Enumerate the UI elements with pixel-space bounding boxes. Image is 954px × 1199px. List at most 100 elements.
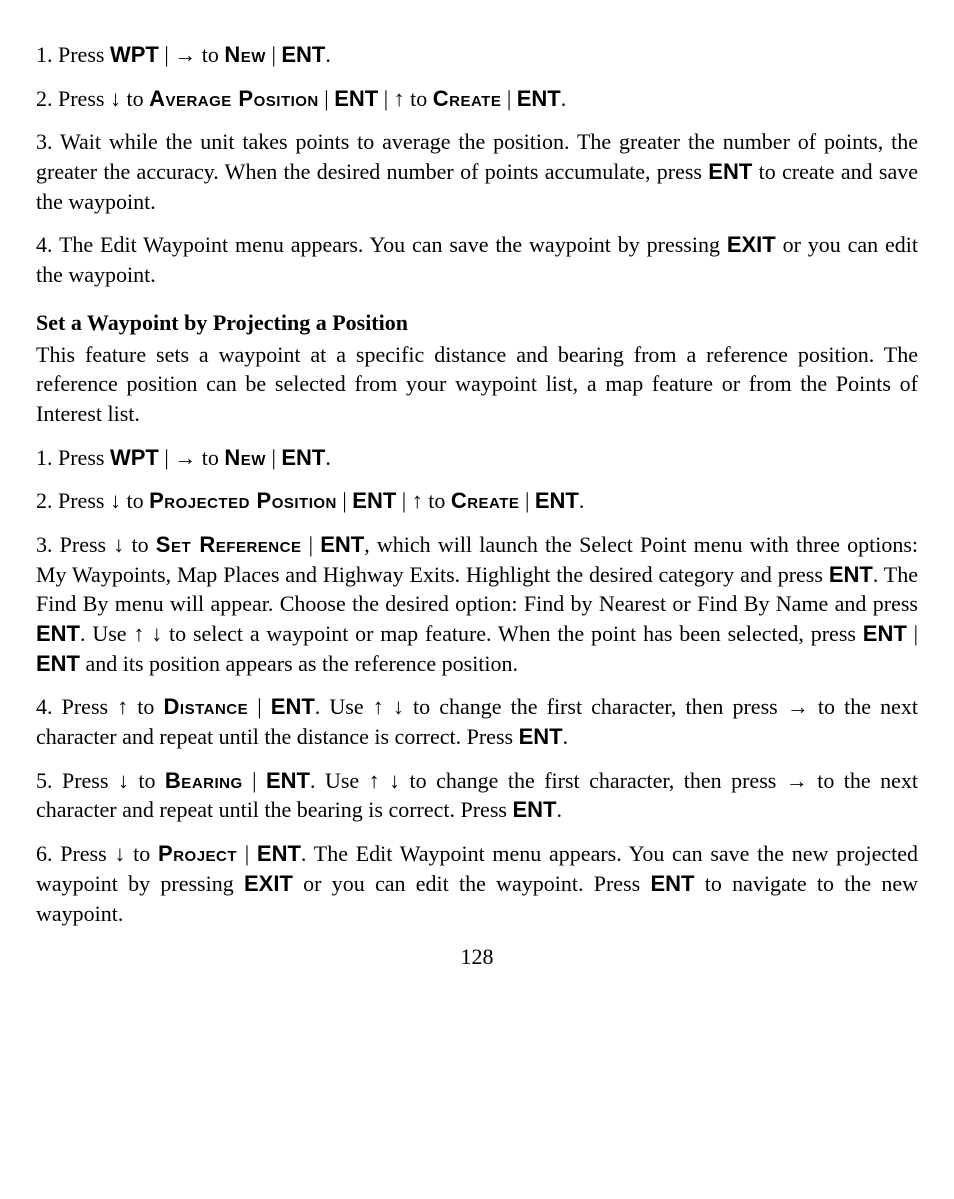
text: Press xyxy=(62,694,118,719)
arrow-up-icon: ↑ xyxy=(373,692,384,722)
key-ent: ENT xyxy=(320,532,364,557)
step-number: 6. xyxy=(36,841,60,866)
key-ent: ENT xyxy=(334,86,378,111)
section-intro: This feature sets a waypoint at a specif… xyxy=(36,340,918,429)
step-number: 2. xyxy=(36,488,58,513)
text: Press xyxy=(58,445,110,470)
arrow-down-icon: ↓ xyxy=(110,486,121,516)
text: to xyxy=(121,488,149,513)
text: to xyxy=(423,488,451,513)
key-exit: EXIT xyxy=(244,871,293,896)
menu-new: New xyxy=(224,445,266,470)
arrow-up-icon: ↑ xyxy=(117,692,128,722)
text: Press xyxy=(60,841,114,866)
pipe: | xyxy=(243,768,266,793)
text: . xyxy=(556,797,562,822)
proj-step-2: 2. Press ↓ to Projected Position | ENT |… xyxy=(36,486,918,516)
arrow-down-icon: ↓ xyxy=(110,84,121,114)
pipe: | xyxy=(907,621,918,646)
avg-step-4: 4. The Edit Waypoint menu appears. You c… xyxy=(36,230,918,289)
text: Press xyxy=(58,42,110,67)
menu-distance: Distance xyxy=(164,694,249,719)
arrow-right-icon: → xyxy=(174,443,196,473)
arrow-right-icon: → xyxy=(787,692,809,722)
section-heading: Set a Waypoint by Projecting a Position xyxy=(36,308,918,338)
key-ent: ENT xyxy=(257,841,301,866)
key-ent: ENT xyxy=(863,621,907,646)
proj-step-3: 3. Press ↓ to Set Reference | ENT, which… xyxy=(36,530,918,678)
pipe: | xyxy=(159,445,174,470)
key-ent: ENT xyxy=(650,871,694,896)
step-number: 3. xyxy=(36,129,60,154)
text: . xyxy=(563,724,569,749)
text: to select a waypoint or map feature. Whe… xyxy=(162,621,863,646)
menu-create: Create xyxy=(433,86,502,111)
key-ent: ENT xyxy=(36,621,80,646)
pipe: | xyxy=(378,86,393,111)
pipe: | xyxy=(237,841,257,866)
avg-step-3: 3. Wait while the unit takes points to a… xyxy=(36,127,918,216)
pipe: | xyxy=(301,532,320,557)
step-number: 2. xyxy=(36,86,58,111)
pipe: | xyxy=(266,445,281,470)
key-exit: EXIT xyxy=(727,232,776,257)
key-ent: ENT xyxy=(271,694,315,719)
key-ent: ENT xyxy=(517,86,561,111)
key-ent: ENT xyxy=(266,768,310,793)
key-ent: ENT xyxy=(512,797,556,822)
menu-projected-position: Projected Position xyxy=(149,488,337,513)
step-number: 5. xyxy=(36,768,62,793)
arrow-up-icon: ↑ xyxy=(369,766,380,796)
text: . Use xyxy=(315,694,373,719)
pipe: | xyxy=(319,86,334,111)
arrow-down-icon: ↓ xyxy=(118,766,129,796)
step-number: 1. xyxy=(36,42,58,67)
text: and its position appears as the referenc… xyxy=(80,651,518,676)
arrow-down-icon: ↓ xyxy=(113,530,124,560)
pipe: | xyxy=(266,42,281,67)
key-ent: ENT xyxy=(36,651,80,676)
avg-step-2: 2. Press ↓ to Average Position | ENT | ↑… xyxy=(36,84,918,114)
text: or you can edit the waypoint. Press xyxy=(293,871,651,896)
proj-step-4: 4. Press ↑ to Distance | ENT. Use ↑ ↓ to… xyxy=(36,692,918,751)
key-ent: ENT xyxy=(535,488,579,513)
arrow-up-icon: ↑ xyxy=(394,84,405,114)
menu-project: Project xyxy=(158,841,237,866)
menu-new: New xyxy=(224,42,266,67)
pipe: | xyxy=(501,86,516,111)
arrow-down-icon: ↓ xyxy=(151,619,162,649)
text: Press xyxy=(62,768,118,793)
text: to change the first character, then pres… xyxy=(400,768,786,793)
page-number: 128 xyxy=(36,942,918,972)
step-number: 4. xyxy=(36,232,59,257)
avg-step-1: 1. Press WPT | → to New | ENT. xyxy=(36,40,918,70)
key-wpt: WPT xyxy=(110,42,159,67)
text: Press xyxy=(60,532,114,557)
text: . Use xyxy=(80,621,133,646)
arrow-up-icon: ↑ xyxy=(133,619,144,649)
text: . xyxy=(325,445,331,470)
pipe: | xyxy=(337,488,352,513)
text: to xyxy=(121,86,149,111)
text: The Edit Waypoint menu appears. You can … xyxy=(59,232,727,257)
pipe: | xyxy=(519,488,534,513)
step-number: 4. xyxy=(36,694,62,719)
pipe: | xyxy=(396,488,411,513)
key-ent: ENT xyxy=(519,724,563,749)
arrow-right-icon: → xyxy=(174,40,196,70)
menu-set-reference: Set Reference xyxy=(156,532,302,557)
arrow-up-icon: ↑ xyxy=(412,486,423,516)
text: . xyxy=(579,488,585,513)
key-wpt: WPT xyxy=(110,445,159,470)
key-ent: ENT xyxy=(281,445,325,470)
text: . xyxy=(561,86,567,111)
step-number: 3. xyxy=(36,532,60,557)
proj-step-5: 5. Press ↓ to Bearing | ENT. Use ↑ ↓ to … xyxy=(36,766,918,825)
key-ent: ENT xyxy=(281,42,325,67)
arrow-down-icon: ↓ xyxy=(114,839,125,869)
menu-create: Create xyxy=(451,488,520,513)
menu-bearing: Bearing xyxy=(165,768,243,793)
text: Press xyxy=(58,86,110,111)
text: Press xyxy=(58,488,110,513)
text: to change the first character, then pres… xyxy=(404,694,787,719)
